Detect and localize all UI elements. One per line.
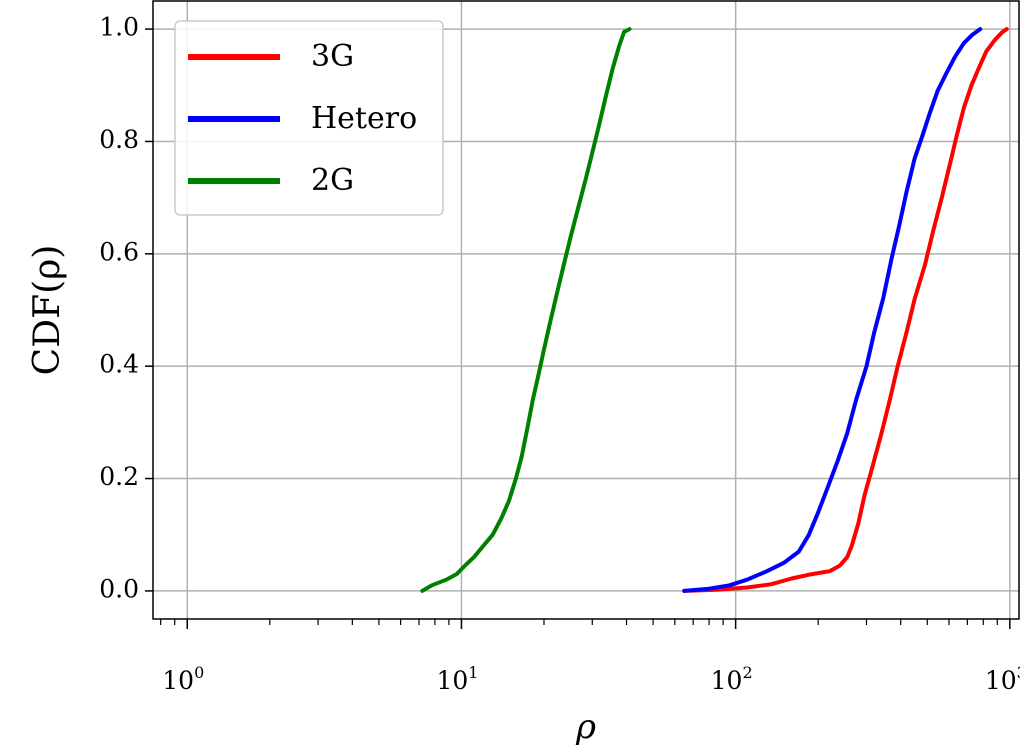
legend-label-2g: 2G [311, 163, 354, 198]
x-tick-base: 10 [436, 666, 468, 695]
series-line-hetero [682, 27, 983, 593]
y-tick-label: 0.8 [99, 125, 139, 154]
axis-ticks [145, 28, 1011, 629]
x-tick-exponent: 0 [194, 663, 204, 682]
y-tick-label: 0.6 [99, 237, 139, 266]
x-tick-base: 10 [162, 666, 194, 695]
x-tick-base: 10 [985, 666, 1017, 695]
series-line-2g [420, 27, 632, 593]
x-tick-base: 10 [711, 666, 743, 695]
legend: 3G Hetero 2G [174, 20, 444, 216]
legend-label-3g: 3G [311, 39, 354, 74]
series-lines [420, 27, 1009, 593]
x-tick-exponent: 1 [468, 663, 478, 682]
legend-label-hetero: Hetero [311, 101, 417, 136]
x-tick-label: 102 [711, 663, 753, 695]
grid [153, 1, 1019, 619]
y-tick-label: 0.0 [99, 574, 139, 603]
x-tick-label: 103 [985, 663, 1020, 695]
x-tick-label: 101 [436, 663, 478, 695]
y-axis-label: CDF(ρ) [27, 245, 68, 376]
series-line-3g [682, 27, 1009, 593]
x-tick-label: 100 [162, 663, 204, 695]
y-tick-label: 0.4 [99, 350, 139, 379]
x-tick-exponent: 2 [742, 663, 752, 682]
plot-frame [152, 0, 1020, 620]
x-tick-exponent: 3 [1017, 663, 1020, 682]
y-tick-label: 0.2 [99, 462, 139, 491]
legend-frame [174, 20, 444, 216]
y-tick-label: 1.0 [99, 13, 139, 42]
tick-labels: 0.00.20.40.60.81.0100101102103 [99, 13, 1020, 695]
x-axis-label: ρ [575, 707, 596, 746]
